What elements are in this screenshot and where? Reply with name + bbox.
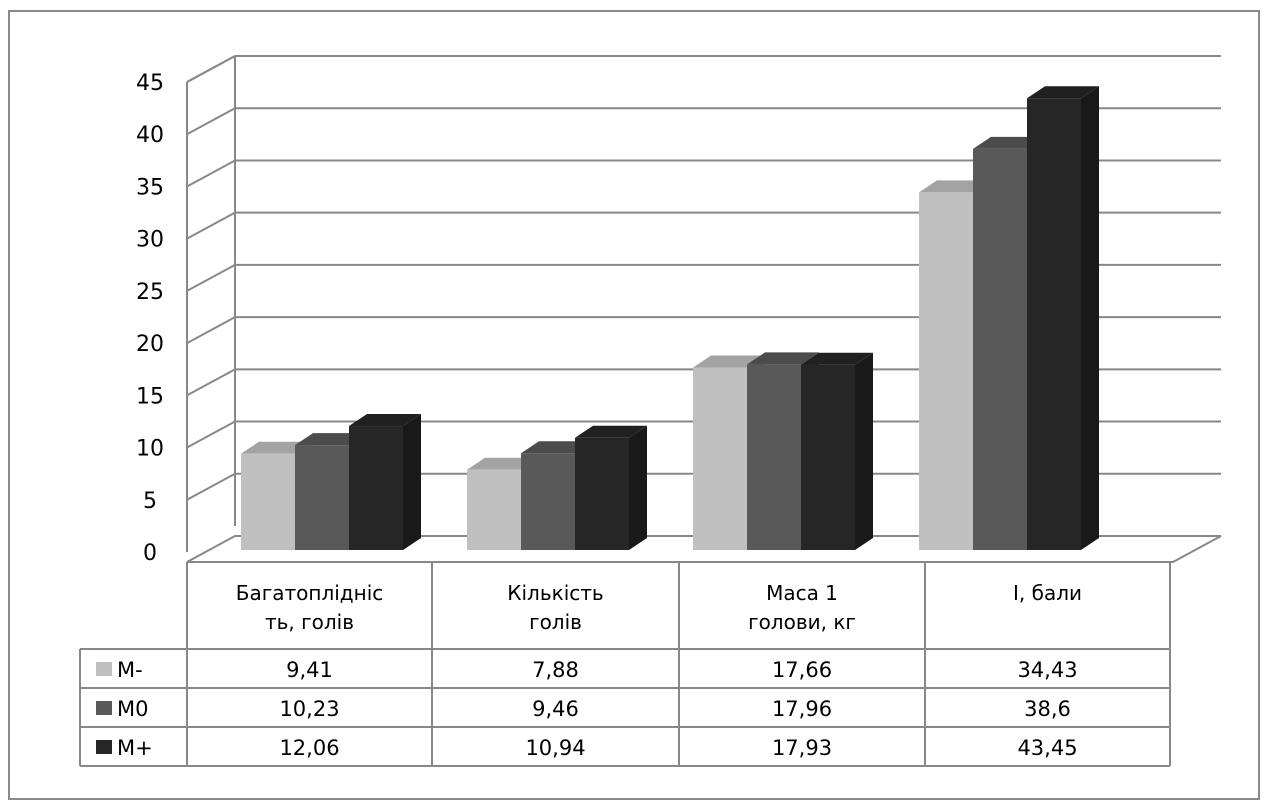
y-tick-label: 35 [136,175,164,200]
bar-side [403,414,421,550]
bar [747,364,801,550]
bar [693,367,747,550]
bar-side [629,425,647,550]
y-tick-label: 40 [136,123,164,148]
data-label: 10,23 [279,697,339,721]
category-label: ть, голів [265,610,354,634]
legend-label: M- [117,658,143,682]
bar [973,148,1027,550]
bar [919,192,973,551]
data-label: 17,96 [772,697,832,721]
gridline-diagonal [186,264,236,292]
gridline-diagonal [186,316,236,344]
data-label: 38,6 [1024,697,1071,721]
category-label: І, бали [1013,581,1082,605]
category-label: Маса 1 [766,581,838,605]
gridline-diagonal [186,55,236,83]
legend-swatch [96,701,112,715]
data-label: 10,94 [525,736,585,760]
data-label: 17,93 [772,736,832,760]
bar [801,364,855,550]
legend-swatch [96,662,112,676]
category-label: Багатоплідніс [236,581,384,605]
gridline-diagonal [186,368,236,397]
y-tick-label: 5 [143,489,157,514]
data-label: 17,66 [772,658,832,682]
bar-top [747,352,819,365]
legend-label: M0 [117,697,148,721]
gridline-diagonal [186,472,236,501]
legend-swatch [96,740,112,754]
y-tick-label: 15 [136,384,164,409]
category-label: голови, кг [748,610,856,634]
bar [521,453,575,550]
gridline-diagonal [186,211,236,240]
gridline-diagonal [186,420,236,449]
bars [241,86,1099,551]
bar [241,453,295,550]
bar [575,437,629,550]
category-label: Кількість [507,581,603,605]
category-label: голів [529,610,582,634]
gridline-diagonal [186,107,236,136]
bar-top [349,414,421,427]
legend-label: M+ [117,736,153,760]
data-label: 9,41 [286,658,333,682]
data-table: Багатоплідніс ть, голів Кількість голів Маса… [79,561,1171,767]
data-label: 7,88 [532,658,579,682]
y-tick-label: 10 [136,437,164,462]
bar [349,426,403,550]
bar [467,469,521,550]
bar [1027,98,1081,550]
bar-top [575,425,647,438]
bar-side [855,352,873,550]
y-tick-label: 30 [136,228,164,253]
y-tick-label: 25 [136,280,164,305]
y-tick-label: 45 [136,71,164,96]
y-tick-label: 20 [136,332,164,357]
gridline-diagonal [186,159,236,188]
data-label: 12,06 [279,736,339,760]
bar-top [1027,86,1099,99]
y-tick-label: 0 [143,541,157,566]
data-label: 34,43 [1017,658,1077,682]
data-label: 43,45 [1017,736,1077,760]
bar-side [1081,86,1099,550]
bar [295,445,349,550]
data-label: 9,46 [532,697,579,721]
y-axis-ticks: 0 5 10 15 20 25 30 35 40 45 [136,71,164,566]
bar-top [801,352,873,365]
